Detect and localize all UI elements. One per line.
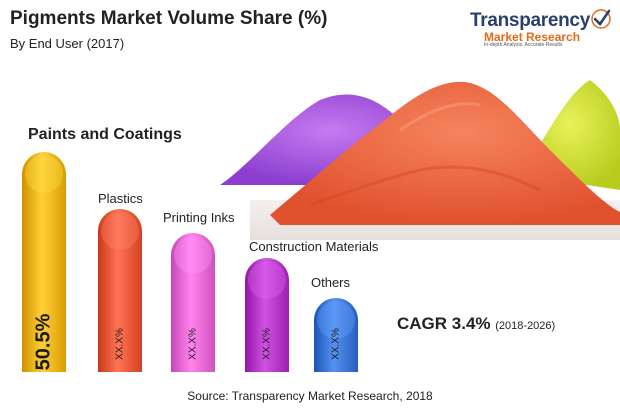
category-label: Others <box>311 275 351 290</box>
category-label: Construction Materials <box>249 239 379 254</box>
source-note: Source: Transparency Market Research, 20… <box>187 389 433 403</box>
logo-tagline: In-depth Analysis. Accurate Results <box>484 42 563 48</box>
bar-paints-and-coatings <box>22 152 66 372</box>
bar-cap <box>25 155 63 193</box>
checkmark-icon <box>591 9 611 29</box>
bar-plastics <box>98 209 142 372</box>
bar-printing-inks <box>171 233 215 372</box>
category-label: Printing Inks <box>163 210 235 225</box>
bar-cap <box>317 301 355 339</box>
category-label: Plastics <box>98 191 143 206</box>
bar-construction-materials <box>245 258 289 372</box>
data-label: XX.X% <box>115 328 126 360</box>
logo-name: Transparency <box>470 10 590 31</box>
category-label: Paints and Coatings <box>28 126 182 143</box>
bar-cap <box>101 212 139 250</box>
bar-cap <box>174 236 212 274</box>
data-label: 50.5% <box>32 313 54 370</box>
cagr-range: (2018-2026) <box>495 320 556 332</box>
brand-logo: Transparency Market Research In-depth An… <box>470 6 614 48</box>
cagr-callout: CAGR 3.4% (2018-2026) <box>397 314 555 334</box>
data-label: XX.X% <box>188 328 199 360</box>
bar-cap <box>248 261 286 299</box>
pigment-piles <box>220 80 620 240</box>
data-label: XX.X% <box>262 328 273 360</box>
logo-sub: Market Research <box>484 30 581 44</box>
bar-others <box>314 298 358 372</box>
chart-subtitle: By End User (2017) <box>10 36 125 51</box>
chart-title: Pigments Market Volume Share (%) <box>10 8 328 29</box>
data-label: XX.X% <box>331 328 342 360</box>
cagr-value: CAGR 3.4% <box>397 314 491 333</box>
bars-group: Paints and Coatings 50.5% Plastics XX.X% Pri… <box>22 126 379 372</box>
